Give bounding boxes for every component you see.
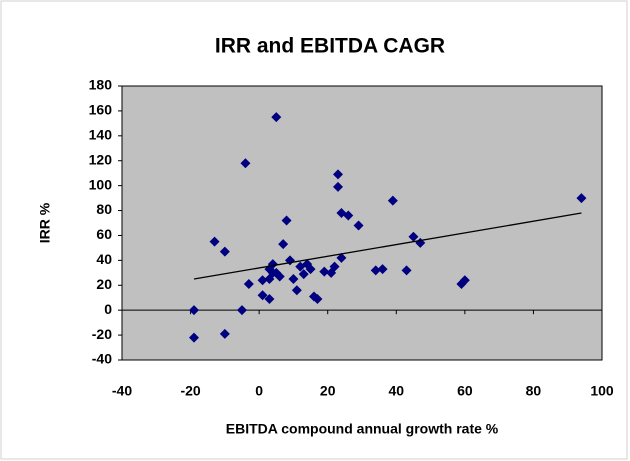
plot-area bbox=[121, 85, 603, 361]
chart-title: IRR and EBITDA CAGR bbox=[215, 35, 445, 58]
y-tick-label: 40 bbox=[96, 251, 112, 267]
y-tick-label: -20 bbox=[92, 326, 112, 342]
x-tick-label: 40 bbox=[388, 383, 404, 399]
point bbox=[219, 246, 230, 257]
point bbox=[312, 293, 323, 304]
point bbox=[333, 169, 343, 180]
point bbox=[305, 264, 316, 275]
x-tick-label: 100 bbox=[590, 383, 614, 399]
x-tick-label: 80 bbox=[526, 383, 542, 399]
point bbox=[576, 193, 587, 204]
point bbox=[274, 271, 285, 282]
point bbox=[291, 285, 302, 296]
point bbox=[319, 266, 330, 277]
point bbox=[387, 195, 398, 206]
point bbox=[271, 112, 282, 123]
y-tick-label: 140 bbox=[89, 127, 113, 143]
point bbox=[264, 293, 275, 304]
point bbox=[401, 265, 412, 276]
point bbox=[333, 181, 343, 192]
x-tick-label: 0 bbox=[255, 383, 263, 399]
y-tick-label: 60 bbox=[96, 226, 112, 242]
point bbox=[189, 332, 199, 343]
point bbox=[209, 236, 220, 247]
point bbox=[240, 158, 251, 169]
y-tick-label: -40 bbox=[92, 351, 112, 367]
x-tick-label: -40 bbox=[112, 383, 132, 399]
x-tick-label: -20 bbox=[180, 383, 200, 399]
x-tick-label: 60 bbox=[457, 383, 473, 399]
point bbox=[189, 305, 199, 316]
point bbox=[257, 275, 268, 286]
y-tick-label: 120 bbox=[89, 151, 113, 167]
point bbox=[408, 231, 419, 242]
point bbox=[377, 264, 388, 275]
y-tick-label: 0 bbox=[104, 301, 112, 317]
point bbox=[336, 252, 347, 263]
point bbox=[243, 279, 254, 290]
point bbox=[370, 265, 381, 276]
y-tick-label: 180 bbox=[89, 77, 113, 93]
point bbox=[288, 274, 299, 285]
point bbox=[343, 210, 354, 221]
point bbox=[278, 239, 289, 250]
y-tick-label: 20 bbox=[96, 276, 112, 292]
x-tick-label: 20 bbox=[320, 383, 336, 399]
x-axis-label: EBITDA compound annual growth rate % bbox=[226, 421, 499, 437]
y-tick-label: 160 bbox=[89, 102, 113, 118]
y-tick-label: 100 bbox=[89, 176, 113, 192]
y-tick-label: 80 bbox=[96, 201, 112, 217]
y-axis-label: IRR % bbox=[37, 202, 53, 243]
point bbox=[257, 290, 268, 301]
point bbox=[281, 215, 292, 226]
point bbox=[353, 220, 364, 231]
point bbox=[219, 328, 230, 339]
point bbox=[459, 275, 470, 286]
point bbox=[237, 305, 247, 316]
trendline bbox=[193, 212, 582, 280]
point bbox=[298, 269, 309, 280]
point bbox=[329, 261, 340, 272]
